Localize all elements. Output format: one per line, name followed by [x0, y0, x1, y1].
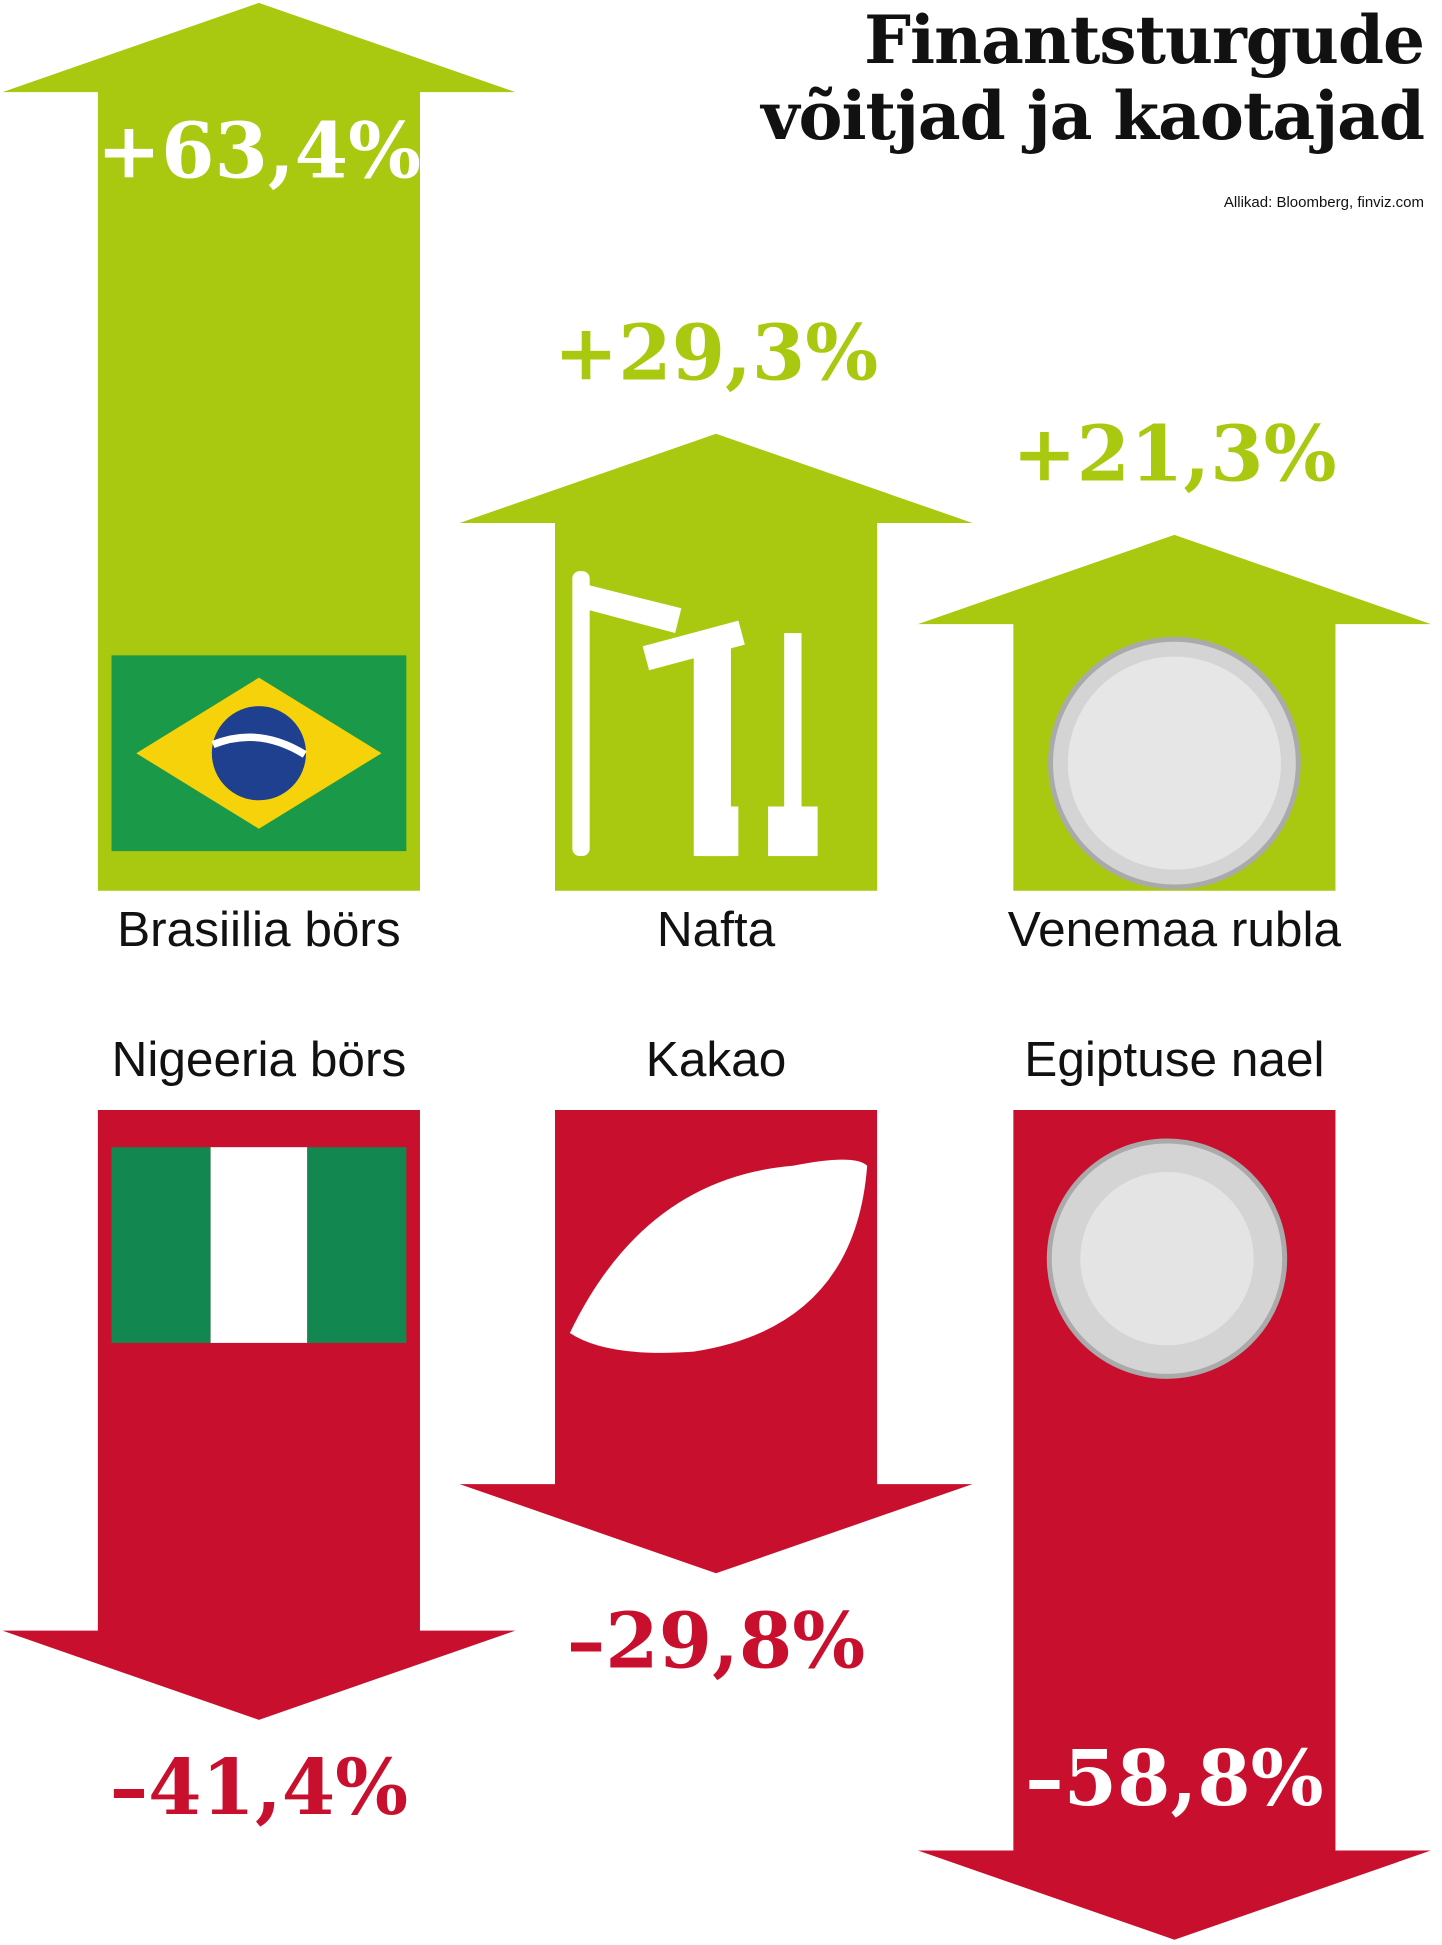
cocoa-pod — [569, 1159, 868, 1353]
value-label: +63,4% — [97, 107, 421, 197]
category-label: Venemaa rubla — [1008, 901, 1342, 957]
category-label: Nigeeria börs — [112, 1031, 407, 1087]
category-label: Kakao — [646, 1031, 787, 1087]
value-label: +21,3% — [1012, 410, 1336, 500]
pound-coin — [1046, 1138, 1288, 1379]
chart-title: Finantsturgude võitjad ja kaotajad — [761, 1, 1425, 155]
arrow — [917, 1110, 1431, 1940]
value-label: –58,8% — [1025, 1734, 1323, 1824]
value-label: –29,8% — [567, 1597, 865, 1687]
nigeria-flag — [111, 1147, 407, 1343]
ruble-coin — [1048, 636, 1301, 890]
icons — [111, 571, 1301, 1379]
source: Allikad: Bloomberg, finviz.com — [1223, 194, 1424, 211]
value-label: –41,4% — [110, 1743, 408, 1833]
value-label: +29,3% — [554, 308, 878, 398]
oil-pump — [572, 571, 818, 857]
category-label: Egiptuse nael — [1024, 1031, 1324, 1087]
category-label: Brasiilia börs — [117, 901, 401, 957]
category-label: Nafta — [657, 901, 776, 957]
brazil-flag — [111, 655, 407, 852]
